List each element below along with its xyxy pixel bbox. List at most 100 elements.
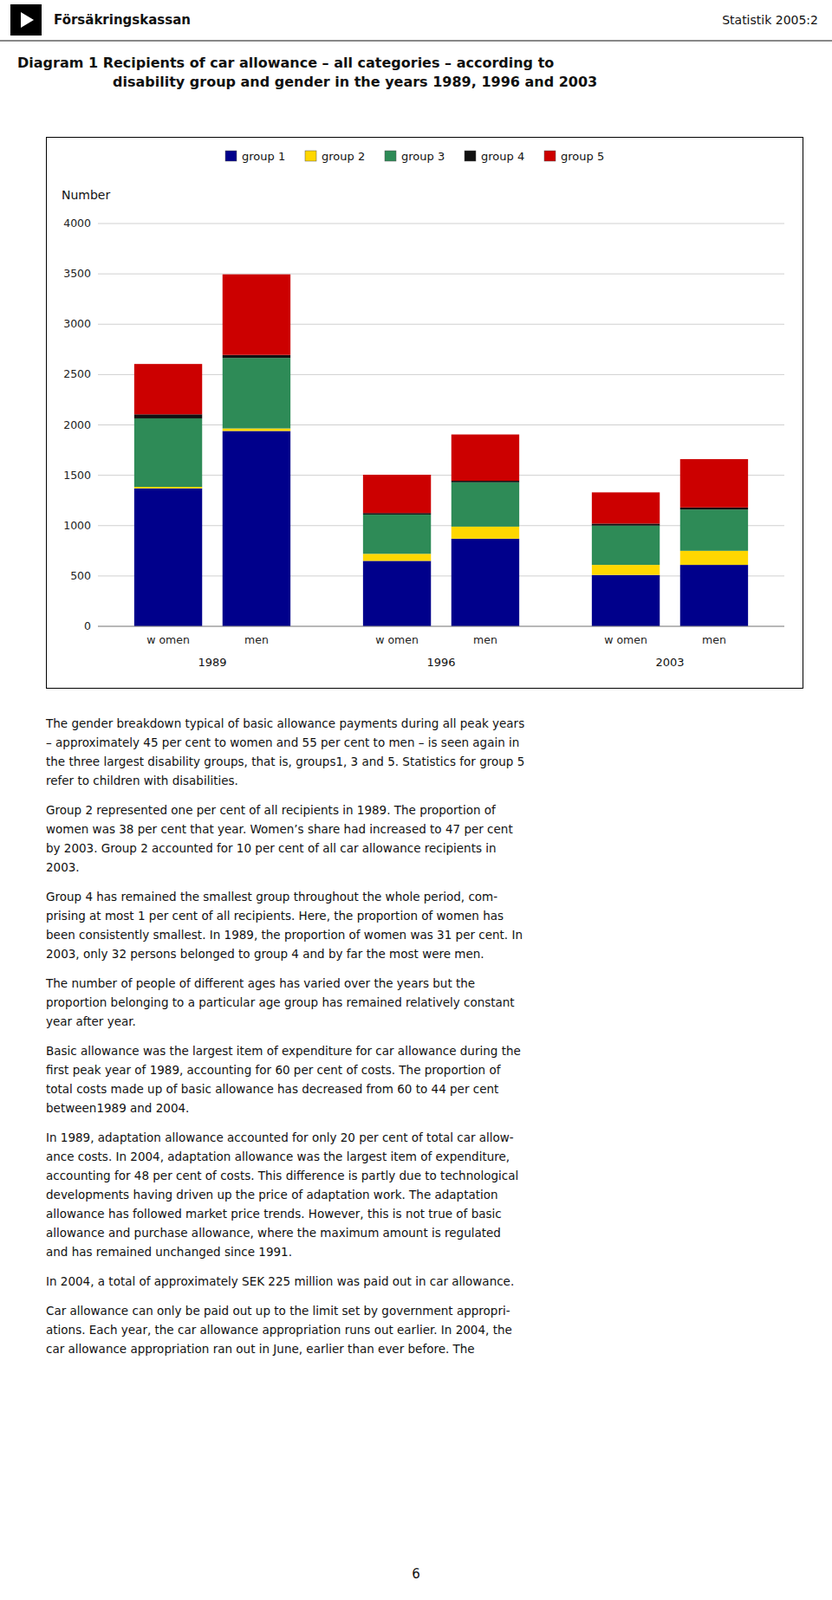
paragraph: The gender breakdown typical of basic al…: [45, 714, 809, 791]
bar-segment: [363, 513, 431, 515]
x-tick-label: w omen: [604, 633, 648, 647]
text-line: developments having driven up the price …: [45, 1185, 809, 1205]
grid-line: [97, 324, 785, 325]
text-line: first peak year of 1989, accounting for …: [45, 1060, 809, 1080]
header-left: Försäkringskassan: [53, 12, 191, 28]
bar-segment: [451, 539, 520, 627]
legend-label: group 1: [241, 149, 286, 163]
paragraph: Basic allowance was the largest item of …: [45, 1041, 809, 1118]
grid-line: [97, 626, 785, 628]
legend-label: group 3: [401, 149, 445, 163]
bar-segment: [680, 459, 748, 508]
bar-segment: [591, 526, 660, 566]
grid-line: [97, 273, 785, 275]
text-line: and has remained unchanged since 1991.: [45, 1242, 809, 1262]
page-header: Försäkringskassan Statistik 2005:2: [0, 0, 832, 42]
legend-swatch: [384, 150, 397, 162]
bar-segment: [591, 575, 660, 627]
subtitle: disability group and gender in the years…: [17, 72, 815, 92]
body-text: The gender breakdown typical of basic al…: [45, 714, 809, 1370]
text-line: car allowance appropriation ran out in J…: [45, 1339, 809, 1359]
text-line: Car allowance can only be paid out up to…: [45, 1301, 809, 1321]
bar-segment: [451, 435, 520, 481]
text-line: between1989 and 2004.: [45, 1098, 809, 1118]
y-tick-label: 4000: [63, 216, 91, 230]
x-tick-label: w omen: [375, 633, 419, 647]
x-axis-line: [97, 626, 785, 628]
bar-segment: [451, 481, 520, 483]
bars: [134, 274, 748, 627]
page-number: 6: [0, 1566, 832, 1583]
grid: 0 500 1000 1500 2000 2500 3000 3500 4000: [63, 216, 785, 633]
bar-segment: [591, 565, 660, 576]
text-line: Group 2 represented one per cent of all …: [45, 800, 809, 820]
bar-segment: [680, 507, 748, 510]
bar-segment: [591, 523, 660, 526]
y-tick-label: 2000: [63, 418, 91, 432]
text-line: by 2003. Group 2 accounted for 10 per ce…: [45, 838, 809, 858]
legend-label: group 5: [560, 149, 605, 163]
text-line: proportion belonging to a particular age…: [45, 993, 809, 1013]
title-block: Diagram 1 Recipients of car allowance – …: [17, 53, 815, 92]
text-line: The number of people of different ages h…: [45, 974, 809, 994]
text-line: allowance has followed market price tren…: [45, 1204, 809, 1224]
y-tick-label: 3000: [63, 317, 91, 331]
text-line: year after year.: [45, 1012, 809, 1032]
text-line: Group 4 has remained the smallest group …: [45, 887, 809, 907]
bar-segment: [134, 414, 202, 419]
paragraph: Group 2 represented one per cent of all …: [45, 800, 809, 878]
text-line: – approximately 45 per cent to women and…: [45, 733, 809, 753]
bar-segment: [134, 487, 202, 489]
legend-label: group 4: [481, 149, 525, 163]
y-tick-label: 500: [70, 569, 91, 583]
y-tick-label: 1000: [63, 519, 91, 533]
bar-segment: [591, 492, 660, 524]
x-group-label: 1996: [426, 656, 455, 670]
text-line: ance costs. In 2004, adaptation allowanc…: [45, 1147, 809, 1167]
text-line: been consistently smallest. In 1989, the…: [45, 925, 809, 945]
bar-segment: [222, 430, 291, 627]
text-line: In 1989, adaptation allowance accounted …: [45, 1128, 809, 1148]
y-tick-label: 1500: [63, 468, 91, 482]
text-line: The gender breakdown typical of basic al…: [45, 714, 809, 734]
bar-segment: [222, 355, 291, 358]
y-axis-label: Number: [61, 188, 111, 202]
text-line: ations. Each year, the car allowance app…: [45, 1320, 809, 1340]
text-line: the three largest disability groups, tha…: [45, 752, 809, 772]
title: Diagram 1 Recipients of car allowance – …: [17, 53, 815, 73]
text-line: allowance and purchase allowance, where …: [45, 1223, 809, 1243]
text-line: refer to children with disabilities.: [45, 771, 809, 791]
bar-segment: [134, 488, 202, 627]
paragraph: Car allowance can only be paid out up to…: [45, 1301, 809, 1359]
bar-segment: [680, 565, 748, 627]
legend-swatch: [305, 150, 317, 162]
chart-frame: [46, 137, 804, 689]
bar-segment: [451, 482, 520, 527]
legend-swatch: [544, 150, 556, 162]
paragraph: Group 4 has remained the smallest group …: [45, 887, 809, 964]
logo: [10, 4, 42, 36]
text-line: total costs made up of basic allowance h…: [45, 1079, 809, 1099]
y-tick-label: 2500: [63, 367, 91, 381]
paragraph: In 2004, a total of approximately SEK 22…: [45, 1272, 809, 1292]
bar-segment: [134, 364, 202, 415]
x-tick-label: men: [244, 633, 269, 647]
y-tick-label: 0: [84, 619, 91, 633]
bar-segment: [222, 274, 291, 356]
text-line: 2003, only 32 persons belonged to group …: [45, 944, 809, 964]
legend-label: group 2: [321, 149, 365, 163]
bar-segment: [363, 553, 431, 561]
paragraph: The number of people of different ages h…: [45, 974, 809, 1032]
legend-swatch: [464, 150, 476, 162]
grid-line: [97, 223, 785, 225]
chart-container: group 1 group 2 group 3 group 4 group 5 Numbe…: [45, 136, 804, 693]
text-line: prising at most 1 per cent of all recipi…: [45, 906, 809, 926]
bar-segment: [363, 514, 431, 554]
text-line: accounting for 48 per cent of costs. Thi…: [45, 1166, 809, 1186]
x-tick-label: w omen: [146, 633, 190, 647]
text-line: 2003.: [45, 858, 809, 878]
bar-segment: [680, 509, 748, 552]
legend-swatch: [225, 150, 237, 162]
bar-segment: [363, 560, 431, 627]
y-tick-label: 3500: [63, 266, 91, 280]
